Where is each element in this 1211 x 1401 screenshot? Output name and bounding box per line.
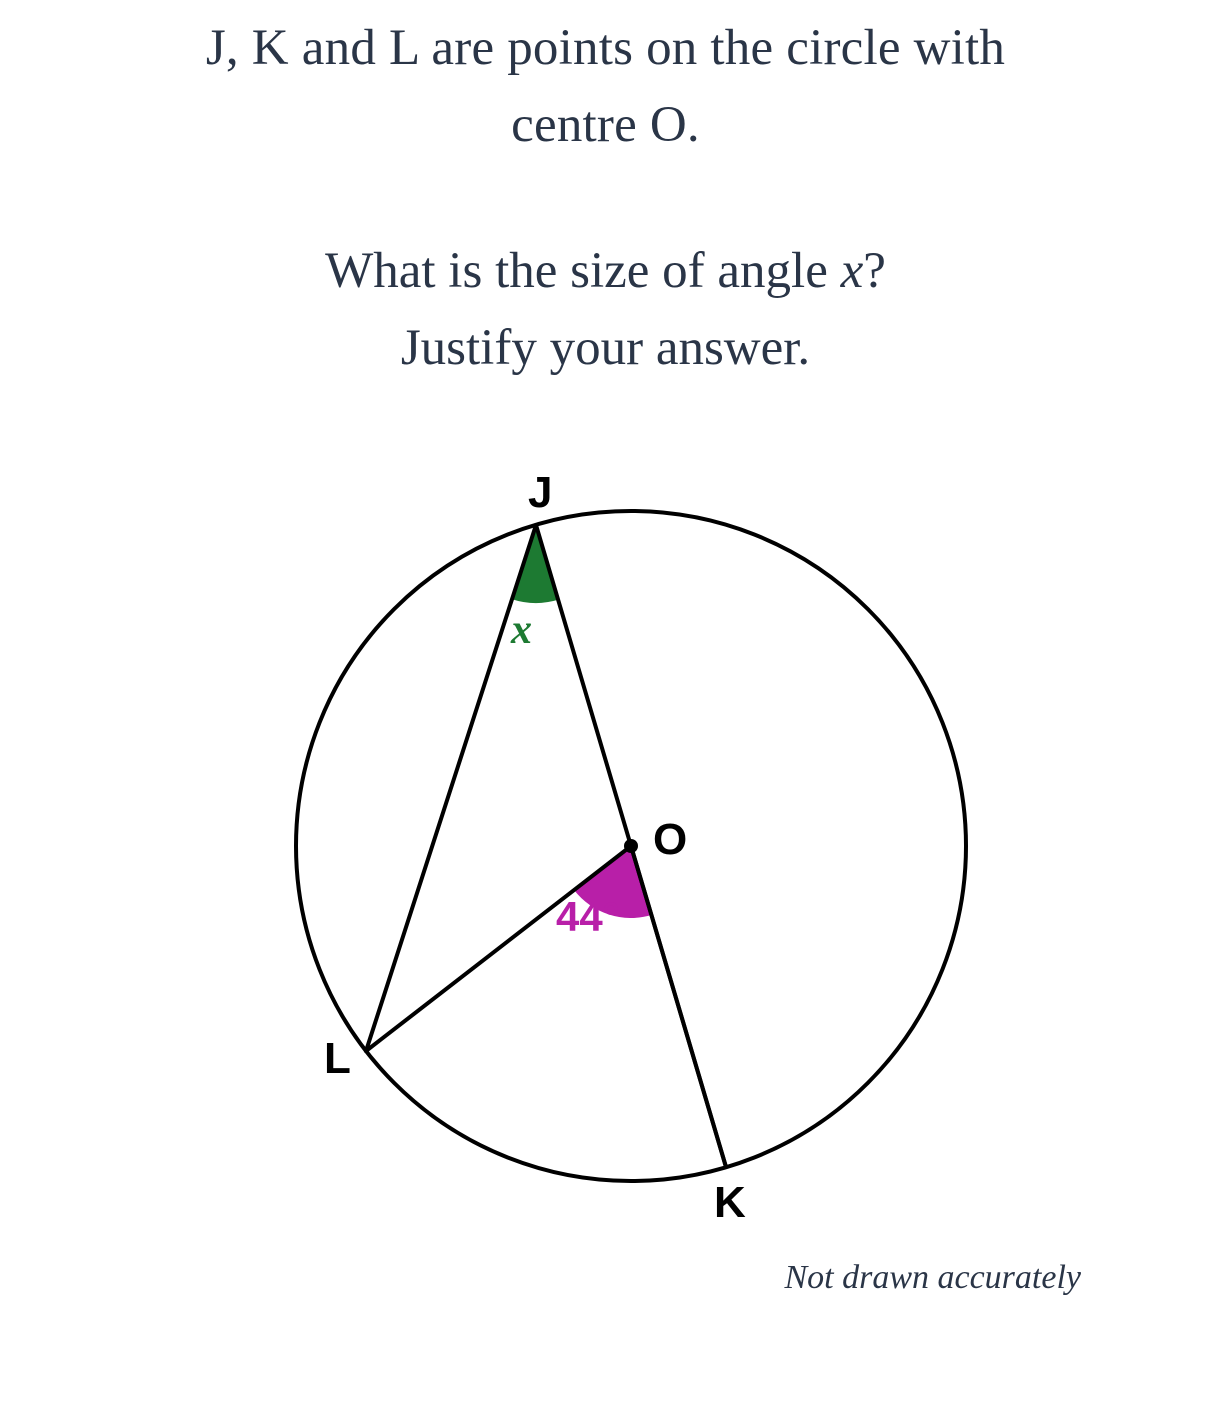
points-JK: J, K	[206, 20, 302, 76]
centre-period: .	[687, 97, 700, 153]
question-container: J, K and L are points on the circle with…	[0, 0, 1211, 1297]
question-line-2: Justify your answer.	[0, 310, 1211, 387]
label-angle-x: x	[510, 607, 532, 653]
word-and: and	[302, 20, 376, 76]
diagram-wrap: O J L Kx 44°	[0, 441, 1211, 1251]
question-text-block: J, K and L are points on the circle with…	[0, 10, 1211, 386]
center-dot	[624, 839, 638, 853]
line-JL	[366, 525, 536, 1051]
q-post: ?	[863, 243, 886, 299]
angle-x-wedge	[512, 525, 558, 603]
context-line-1: J, K and L are points on the circle with	[0, 10, 1211, 87]
line-OK	[631, 846, 726, 1167]
question-line-1: What is the size of angle x?	[0, 233, 1211, 310]
context-rest: are points on the circle with	[431, 20, 1005, 76]
label-L: L	[324, 1034, 351, 1083]
q-var-x: x	[841, 243, 864, 299]
point-L: L	[376, 20, 431, 76]
spacer	[0, 163, 1211, 233]
line-OL	[366, 846, 631, 1051]
label-O: O	[653, 815, 687, 864]
accuracy-caption: Not drawn accurately	[0, 1259, 1211, 1297]
context-line-2: centre O.	[0, 87, 1211, 164]
label-K: K	[714, 1178, 746, 1227]
label-angle-44: 44°	[556, 893, 620, 940]
centre-word: centre	[511, 97, 650, 153]
circle-diagram: O J L Kx 44°	[226, 441, 986, 1251]
label-J: J	[528, 468, 552, 517]
centre-O: O	[650, 97, 687, 153]
q-pre: What is the size of angle	[325, 243, 840, 299]
